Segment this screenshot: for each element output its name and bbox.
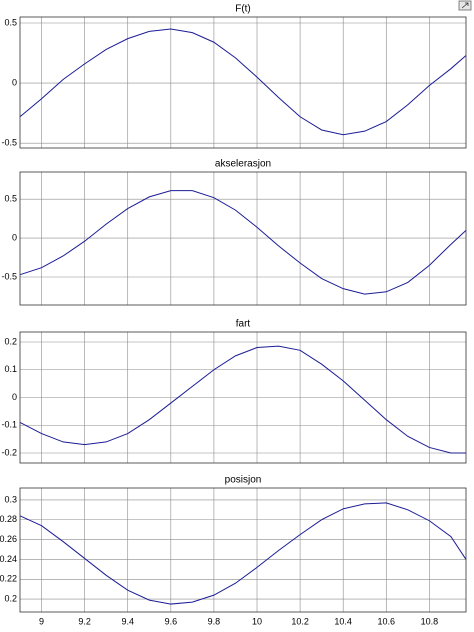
axes-frame <box>19 16 467 149</box>
y-tick-label: 0.5 <box>4 194 17 204</box>
y-tick-label: 0.5 <box>4 17 17 27</box>
plot-area <box>20 172 466 305</box>
subplot-title: posisjon <box>225 475 262 486</box>
y-tick-label: 0.2 <box>4 593 17 603</box>
y-tick-label: 0 <box>12 232 17 242</box>
subplot-title: akselerasjon <box>215 159 271 170</box>
x-tick-label: 9 <box>39 616 44 626</box>
y-tick-label: 0 <box>12 77 17 87</box>
y-tick-label: 0.22 <box>0 574 17 584</box>
plot-area <box>20 17 466 148</box>
subplot: akselerasjon 0.5 0 -0.5 <box>1 159 467 306</box>
series-line <box>19 190 467 295</box>
y-tick-label: -0.2 <box>1 447 17 457</box>
x-tick-label: 9.2 <box>78 616 91 626</box>
axes-frame <box>19 487 467 613</box>
x-tick-label: 10.6 <box>378 616 396 626</box>
x-tick-label: 9.4 <box>121 616 134 626</box>
plot-area <box>20 488 466 612</box>
y-tick-label: 0.3 <box>4 494 17 504</box>
x-tick-label: 10.4 <box>334 616 352 626</box>
series-line <box>19 502 467 605</box>
series-line <box>19 28 467 136</box>
x-tick-label: 10.2 <box>291 616 309 626</box>
icon-arrow <box>461 2 469 9</box>
subplot: posisjon 0.3 0.28 0.26 0.24 0.22 0.2 9 9.2 9.4 9.6… <box>0 475 467 626</box>
y-tick-label: 0.1 <box>4 364 17 374</box>
subplot: fart 0.2 0.1 0 -0.1 -0.2 <box>1 319 467 464</box>
x-tick-label: 9.8 <box>208 616 221 626</box>
subplot-title: fart <box>236 319 251 330</box>
x-tick-label: 9.6 <box>165 616 178 626</box>
x-tick-label: 10 <box>252 616 262 626</box>
y-tick-label: -0.5 <box>1 138 17 148</box>
y-tick-label: 0.2 <box>4 336 17 346</box>
series-line <box>19 345 466 454</box>
y-tick-label: 0.24 <box>0 554 17 564</box>
x-tick-label: 10.8 <box>421 616 439 626</box>
window-icon[interactable] <box>458 0 472 11</box>
subplot-title: F(t) <box>235 4 251 15</box>
y-tick-label: -0.1 <box>1 420 17 430</box>
y-tick-label: -0.5 <box>1 271 17 281</box>
y-tick-label: 0 <box>12 392 17 402</box>
axes-frame <box>19 331 467 464</box>
y-tick-label: 0.28 <box>0 514 17 524</box>
y-tick-label: 0.26 <box>0 534 17 544</box>
axes-frame <box>19 171 467 306</box>
subplot: F(t) 0.5 0 -0.5 <box>1 4 467 149</box>
